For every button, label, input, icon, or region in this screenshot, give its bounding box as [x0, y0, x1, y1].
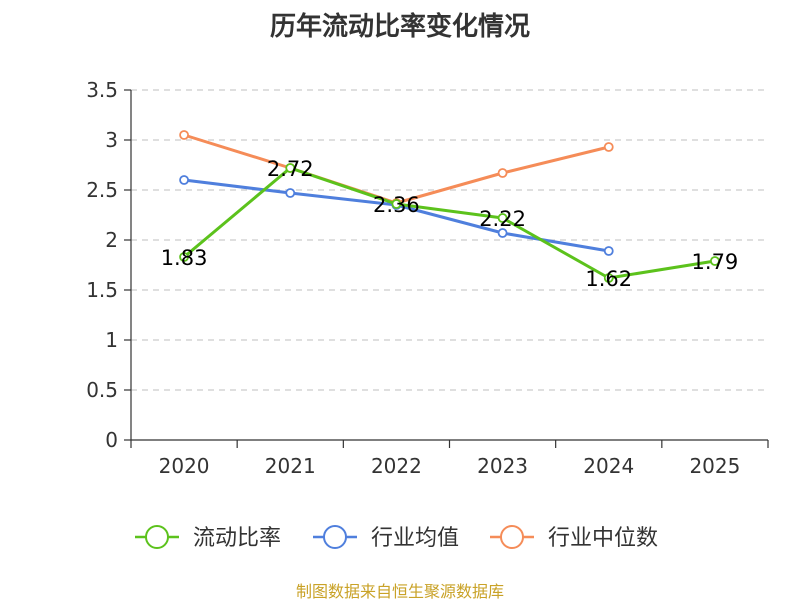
data-point — [179, 252, 189, 262]
data-point — [497, 168, 508, 178]
data-point — [603, 246, 614, 256]
data-label: 2.72 — [267, 157, 314, 181]
data-label: 1.79 — [692, 250, 739, 274]
legend-item: 行业中位数 — [490, 525, 658, 551]
y-tick-label: 0.5 — [86, 378, 118, 402]
y-tick-label: 1 — [105, 328, 118, 352]
data-point — [285, 163, 296, 173]
series-line-1 — [182, 166, 717, 280]
data-point — [179, 175, 189, 185]
legend-marker — [323, 525, 347, 549]
grid-lines — [131, 89, 768, 391]
data-label: 1.83 — [161, 246, 208, 270]
data-labels: 1.83 2.72 2.36 2.22 1.62 1.79 — [161, 157, 739, 291]
legend-item: 行业均值 — [313, 525, 459, 551]
y-tick-label: 2.5 — [86, 178, 118, 202]
source-note: 制图数据来自恒生聚源数据库 — [295, 582, 504, 601]
y-tick-label: 3.5 — [86, 78, 118, 102]
series-lines — [179, 130, 720, 283]
data-point — [285, 188, 296, 198]
y-tick-label: 1.5 — [86, 278, 118, 302]
y-tick-label: 3 — [105, 128, 118, 152]
legend-label: 行业均值 — [371, 526, 459, 551]
data-point — [603, 142, 614, 152]
data-label: 2.36 — [373, 193, 420, 217]
data-label: 1.62 — [585, 267, 632, 291]
data-point — [391, 199, 402, 209]
data-label: 2.22 — [479, 207, 526, 231]
y-tick-label: 0 — [105, 428, 118, 452]
data-point — [497, 213, 508, 223]
y-tick-label: 2 — [105, 228, 118, 252]
x-tick-label: 2024 — [583, 454, 634, 478]
x-tick-label: 2020 — [159, 454, 210, 478]
legend-marker — [500, 525, 524, 549]
legend-label: 流动比率 — [193, 526, 281, 551]
x-tick-label: 2025 — [689, 454, 740, 478]
x-tick-label: 2023 — [477, 454, 528, 478]
legend-item: 流动比率 — [135, 525, 281, 551]
data-point — [603, 273, 614, 283]
data-point — [179, 130, 189, 140]
data-point — [497, 228, 508, 238]
legend-marker — [145, 525, 169, 549]
data-point — [710, 256, 720, 266]
chart-title: 历年流动比率变化情况 — [269, 12, 530, 42]
legend-label: 行业中位数 — [548, 526, 658, 551]
x-tick-label: 2022 — [371, 454, 422, 478]
x-tick-label: 2021 — [265, 454, 316, 478]
axes: 0 0.5 1 1.5 2 2.5 3 3.5 2020 2021 2022 2023 2024 2025 — [86, 78, 769, 478]
legend: 流动比率 行业均值 行业中位数 — [135, 525, 658, 551]
